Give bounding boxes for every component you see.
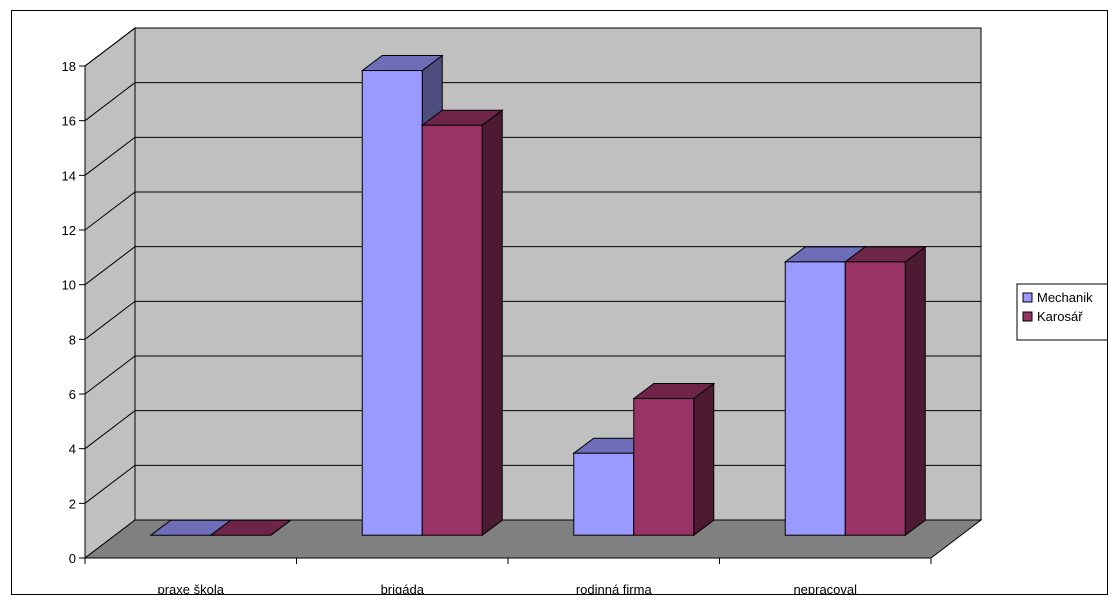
bar-karosář-0	[209, 519, 293, 536]
bar-side	[481, 109, 503, 537]
bar-side	[904, 245, 926, 537]
y-tick-label: 16	[62, 114, 76, 129]
y-tick-label: 0	[69, 551, 76, 566]
y-tick-label: 14	[62, 168, 76, 183]
legend-swatch-mechanik	[1022, 292, 1033, 303]
gridline	[84, 136, 981, 176]
x-tick-label: brigáda	[381, 582, 425, 595]
x-tick-label: rodinná firma	[576, 582, 653, 595]
axes	[79, 65, 932, 564]
gridline	[84, 246, 981, 286]
bars	[149, 54, 927, 537]
bar-front	[844, 261, 906, 536]
bar-karosář-2	[632, 382, 716, 537]
gridline	[84, 27, 981, 67]
legend: Mechanik Karosář	[1016, 283, 1107, 341]
y-tick-label: 4	[69, 442, 76, 457]
x-tick-label: praxe škola	[158, 582, 225, 595]
y-tick-label: 12	[62, 223, 76, 238]
bar-front	[784, 261, 846, 536]
chart-frame: 0 2 4 6 8 10 12 14 16 18 praxe škola brigáda rodinná…	[11, 10, 1108, 595]
bar-front	[421, 124, 483, 536]
gridline	[84, 191, 981, 231]
x-tick-label: nepracoval	[793, 582, 857, 595]
bar-side	[693, 382, 715, 537]
bar-top	[209, 519, 293, 536]
y-tick-label: 18	[62, 59, 76, 74]
axis-labels: 0 2 4 6 8 10 12 14 16 18 praxe škola brigáda rodinná…	[62, 59, 858, 595]
gridline	[84, 355, 981, 395]
side-wall	[84, 26, 136, 560]
legend-label-karosar: Karosář	[1037, 309, 1083, 324]
bar-karosář-1	[420, 109, 504, 537]
bar-front	[573, 452, 635, 536]
chart-svg: 0 2 4 6 8 10 12 14 16 18 praxe škola brigáda rodinná…	[62, 26, 1107, 595]
bar-front	[361, 70, 423, 536]
gridlines	[84, 27, 981, 504]
legend-label-mechanik: Mechanik	[1037, 290, 1093, 305]
y-tick-label: 2	[69, 496, 76, 511]
y-tick-label: 10	[62, 278, 76, 293]
gridline	[84, 82, 981, 122]
y-tick-label: 6	[69, 387, 76, 402]
legend-swatch-karosar	[1022, 311, 1033, 322]
y-tick-label: 8	[69, 332, 76, 347]
gridline	[84, 300, 981, 340]
bar-front	[633, 398, 695, 536]
bar-karosář-3	[843, 245, 927, 537]
